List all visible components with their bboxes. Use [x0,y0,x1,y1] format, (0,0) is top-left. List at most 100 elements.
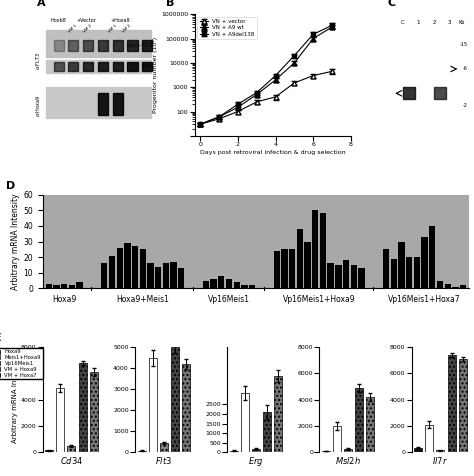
Bar [429,226,436,288]
Text: +Vector: +Vector [77,18,97,23]
X-axis label: $\it{Il7r}$: $\it{Il7r}$ [432,455,448,466]
Bar [137,450,146,452]
Bar [163,263,169,288]
Bar [46,60,151,73]
Bar [351,265,357,288]
Bar [149,358,156,452]
Bar [406,257,412,288]
Text: Kb: Kb [459,20,465,25]
Text: Hoxb8: Hoxb8 [51,18,67,23]
Bar [171,262,177,288]
Bar [67,446,75,452]
Bar [437,450,445,452]
Bar [274,376,282,452]
Bar [101,263,108,288]
Bar [414,257,420,288]
Bar [99,62,109,71]
Y-axis label: Arbitrary mRNA Intensity: Arbitrary mRNA Intensity [12,356,18,444]
Text: +Hoxa9: +Hoxa9 [110,18,130,23]
Bar [343,260,349,288]
Bar [230,451,238,452]
Bar [356,388,363,452]
Bar [142,62,152,71]
Text: D: D [6,181,16,191]
Bar [83,40,93,51]
Bar [304,241,311,288]
Bar [109,256,115,288]
Bar [69,285,75,288]
Text: -6: -6 [463,67,468,71]
Text: B: B [166,0,175,8]
Bar [358,268,365,288]
Legend: Hoxa9, Meis1+Hoxa9, Vp16Meis1, VM + Hoxa9, VM + Hoxa7: Hoxa9, Meis1+Hoxa9, Vp16Meis1, VM + Hoxa… [0,348,43,379]
X-axis label: Days post retroviral infection & drug selection: Days post retroviral infection & drug se… [200,150,346,155]
X-axis label: $\it{Msl2h}$: $\it{Msl2h}$ [335,455,361,466]
Bar [142,40,152,51]
X-axis label: $\it{Cd34}$: $\it{Cd34}$ [60,455,83,466]
Text: C: C [401,20,405,25]
Bar [328,263,334,288]
Bar [252,449,260,452]
Text: 1: 1 [417,20,420,25]
Bar [128,40,137,51]
X-axis label: $\it{Flt3}$: $\it{Flt3}$ [155,455,172,466]
Y-axis label: Arbitrary mRNA Intensity: Arbitrary mRNA Intensity [11,193,20,290]
Bar [434,87,446,99]
Bar [90,372,98,452]
Bar [322,451,330,452]
Bar [289,249,295,288]
Bar [320,213,326,288]
Bar [263,412,271,452]
Bar [46,450,53,452]
Bar [113,62,123,71]
Bar [155,267,161,288]
Bar [312,210,319,288]
Bar [61,284,67,288]
Bar [160,443,168,452]
Bar [273,251,280,288]
X-axis label: $\it{Erg}$: $\it{Erg}$ [248,455,264,468]
Bar [226,279,232,288]
Bar [99,93,109,115]
Bar [437,281,443,288]
Text: 2: 2 [432,20,436,25]
Bar [241,393,249,452]
Bar [147,263,154,288]
Bar [344,449,352,452]
Bar [249,285,255,288]
Bar [460,285,466,288]
Bar [128,62,137,71]
Bar [178,268,184,288]
Bar [54,40,64,51]
Bar [99,40,109,51]
Bar [281,249,288,288]
Bar [398,241,405,288]
Text: $\alpha$-FLT3: $\alpha$-FLT3 [34,51,42,69]
Text: FLT3: FLT3 [142,64,153,69]
Bar [56,388,64,452]
Bar [403,87,415,99]
Bar [391,259,397,288]
Bar [445,284,451,288]
Bar [46,87,151,118]
Bar [171,347,179,452]
Bar [54,285,60,288]
Bar [333,426,341,452]
Bar [113,40,123,51]
Bar [335,265,341,288]
Text: VM 2: VM 2 [122,24,132,34]
Text: Glyco-FLT3: Glyco-FLT3 [127,43,153,48]
Bar [124,243,130,288]
Text: -2: -2 [463,103,468,108]
Text: VM 1: VM 1 [68,24,78,34]
Bar [46,30,151,57]
Bar [414,447,422,452]
Bar [76,282,83,288]
Y-axis label: Progenitor number (10²): Progenitor number (10²) [153,37,158,113]
Bar [79,363,87,452]
Bar [421,237,428,288]
Text: VM 1: VM 1 [108,24,118,34]
Bar [459,359,466,452]
Bar [46,284,52,288]
Text: -15: -15 [460,42,468,47]
